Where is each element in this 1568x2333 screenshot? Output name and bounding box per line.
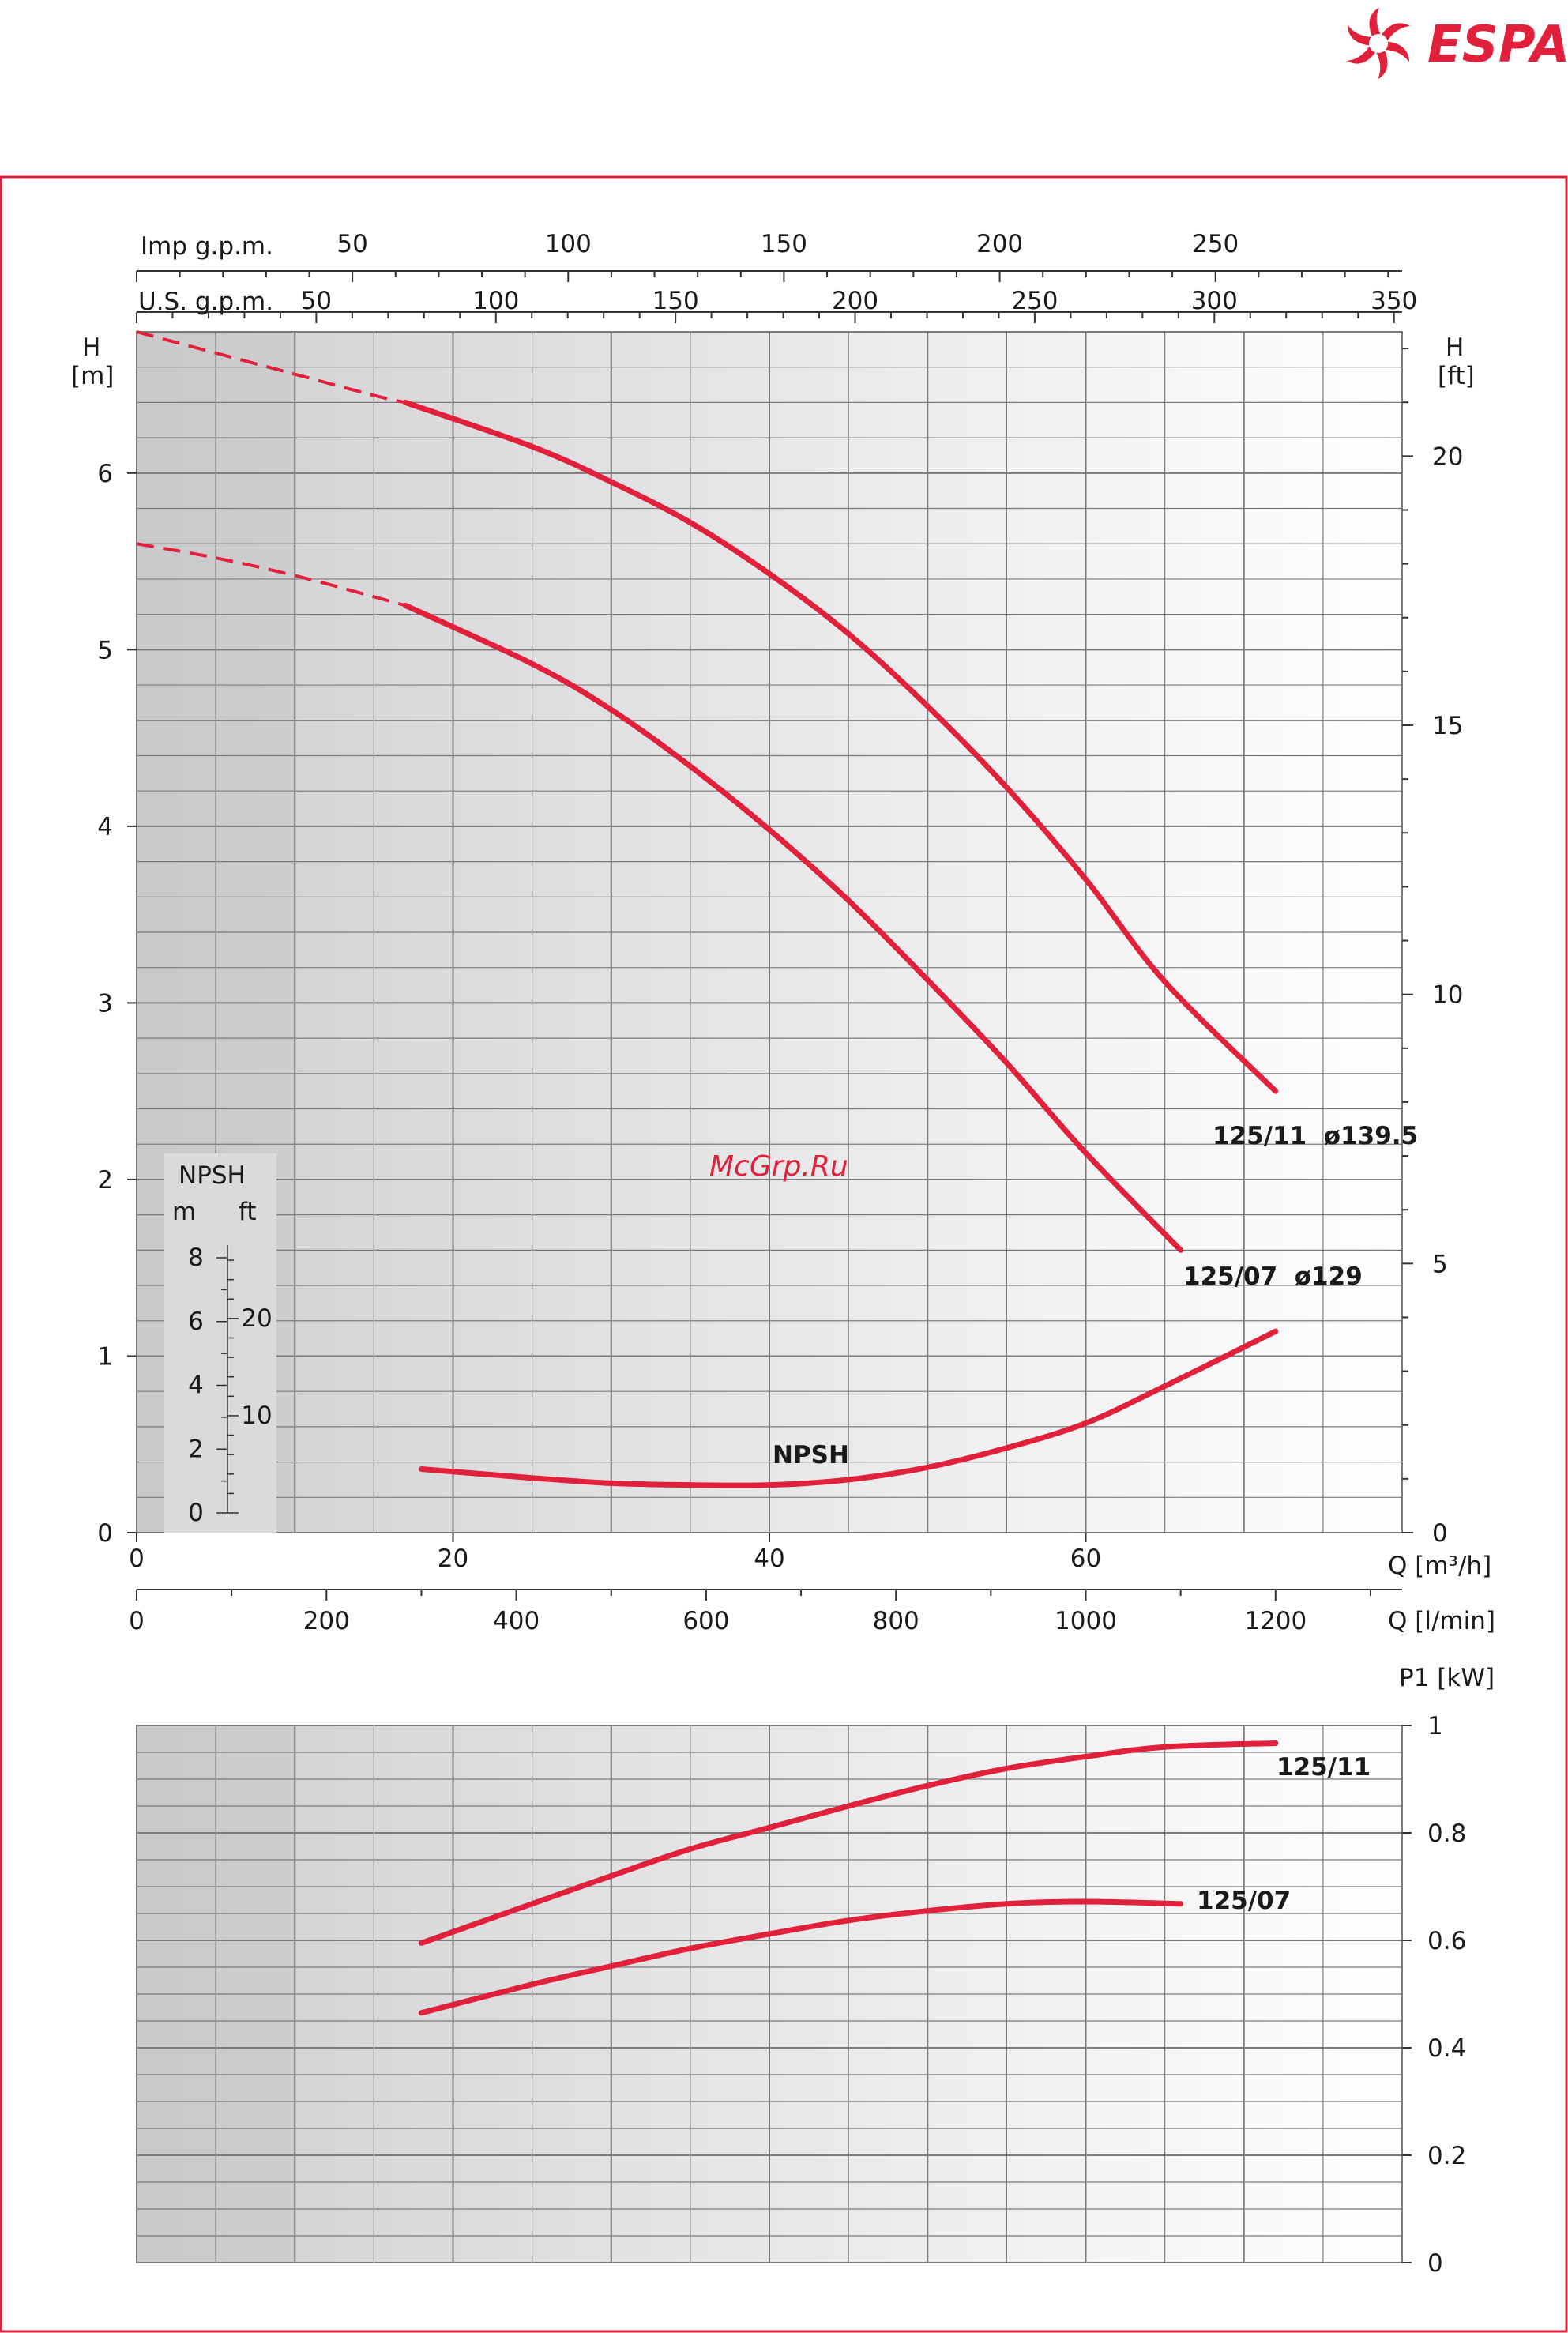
npsh-m-tick-label: 8 xyxy=(188,1244,204,1272)
power-curve-0 xyxy=(418,1740,1279,1946)
y-tick-label: 6 xyxy=(97,460,113,488)
npsh-unit-ft: ft xyxy=(239,1198,257,1226)
npsh-ft-tick-label: 20 xyxy=(241,1304,272,1333)
us-gpm-tick-label: 100 xyxy=(472,287,519,315)
y-right-tick-label: 5 xyxy=(1432,1250,1448,1278)
us-gpm-tick-label: 350 xyxy=(1371,287,1417,315)
us-gpm-tick-label: 200 xyxy=(832,287,878,315)
x-top-title-imp: Imp g.p.m. xyxy=(141,232,273,261)
y-right-tick-label: 15 xyxy=(1432,712,1463,740)
npsh-unit-m: m xyxy=(172,1198,196,1226)
swirl-blade xyxy=(1380,41,1410,62)
p-tick-label: 0.6 xyxy=(1427,1927,1466,1955)
l-min-tick-label: 1200 xyxy=(1244,1607,1307,1635)
imp-gpm-tick-label: 200 xyxy=(976,230,1023,258)
us-gpm-tick-label: 50 xyxy=(301,287,332,315)
power-plot-border xyxy=(136,1725,1403,2263)
label-125-07-head: 125/07 ø129 xyxy=(1183,1262,1363,1291)
head-curve-1-extrapolated xyxy=(136,542,406,608)
head-curve-0 xyxy=(402,399,1279,1094)
l-min-tick-label: 200 xyxy=(303,1607,350,1635)
p-tick-label: 0.2 xyxy=(1427,2142,1466,2170)
y-tick-label: 4 xyxy=(97,813,113,841)
y-tick-label: 2 xyxy=(97,1166,113,1195)
swirl-blade xyxy=(1369,7,1383,41)
l-min-tick-label: 400 xyxy=(493,1607,540,1635)
espa-logo: ESPA xyxy=(1347,7,1568,80)
imp-gpm-tick-label: 50 xyxy=(337,230,367,258)
l-min-tick-label: 0 xyxy=(129,1607,145,1635)
npsh-m-tick-label: 4 xyxy=(188,1372,204,1400)
head-curve-1 xyxy=(402,602,1184,1253)
watermark: McGrp.Ru xyxy=(709,1150,848,1183)
l-min-tick-label: 1000 xyxy=(1055,1607,1117,1635)
npsh-m-tick-label: 0 xyxy=(188,1499,204,1527)
npsh-scale-title: NPSH xyxy=(179,1161,246,1190)
x-axis-title-m3h: Q [m³/h] xyxy=(1388,1552,1491,1580)
y-right-title-ft: [ft] xyxy=(1438,362,1475,390)
power-grid xyxy=(137,1725,1402,2263)
power-plot xyxy=(136,1725,1403,2263)
y-tick-label: 1 xyxy=(97,1342,113,1371)
swirl-blade xyxy=(1347,24,1377,46)
espa-swirl-icon xyxy=(1347,7,1410,80)
npsh-scale-box xyxy=(164,1153,276,1533)
p-tick-label: 0.8 xyxy=(1427,1819,1466,1848)
y-right-tick-label: 10 xyxy=(1432,981,1463,1010)
brand-name: ESPA xyxy=(1427,16,1568,74)
p-tick-label: 0.4 xyxy=(1427,2034,1466,2063)
x-tick-label: 0 xyxy=(129,1545,145,1573)
x-tick-label: 20 xyxy=(438,1545,468,1573)
y-right-tick-label: 20 xyxy=(1432,442,1463,471)
y-tick-label: 0 xyxy=(97,1519,113,1548)
imp-gpm-tick-label: 150 xyxy=(761,230,807,258)
y-tick-label: 5 xyxy=(97,636,113,664)
y-tick-label: 3 xyxy=(97,989,113,1018)
page-frame xyxy=(0,175,1568,2333)
head-grid xyxy=(137,332,1402,1533)
power-curve-1 xyxy=(418,1898,1184,2016)
label-npsh: NPSH xyxy=(773,1441,849,1469)
l-min-tick-label: 800 xyxy=(873,1607,919,1635)
us-gpm-tick-label: 250 xyxy=(1011,287,1058,315)
p-tick-label: 0 xyxy=(1427,2249,1443,2278)
x-tick-label: 60 xyxy=(1070,1545,1101,1573)
x-tick-label: 40 xyxy=(754,1545,784,1573)
swirl-blade xyxy=(1374,46,1388,80)
head-curve-0-extrapolated xyxy=(136,330,406,405)
label-125-07-power: 125/07 xyxy=(1197,1887,1291,1915)
npsh-m-tick-label: 6 xyxy=(188,1308,204,1336)
y-right-tick-label: 0 xyxy=(1432,1519,1448,1548)
y-axis-title-h: H xyxy=(82,333,100,362)
imp-gpm-tick-label: 250 xyxy=(1192,230,1239,258)
npsh-scale: NPSH m ft 0 2 4 6 8 10 20 xyxy=(164,1153,276,1533)
x-axis-title-lmin: Q [l/min] xyxy=(1388,1607,1495,1635)
label-125-11-power: 125/11 xyxy=(1277,1753,1371,1782)
power-axis-title: P1 [kW] xyxy=(1399,1664,1495,1692)
p-tick-label: 1 xyxy=(1427,1712,1443,1740)
npsh-ticks: 0 2 4 6 8 10 20 xyxy=(188,1244,273,1527)
us-gpm-tick-label: 150 xyxy=(652,287,699,315)
x-top-title-us: U.S. g.p.m. xyxy=(138,288,273,316)
npsh-ft-tick-label: 10 xyxy=(241,1402,272,1430)
y-right-title-h: H xyxy=(1446,333,1464,362)
head-curve-2 xyxy=(418,1328,1279,1488)
head-plot xyxy=(136,331,1403,1533)
us-gpm-tick-label: 300 xyxy=(1191,287,1238,315)
imp-gpm-tick-label: 100 xyxy=(545,230,592,258)
y-axis-title-m: [m] xyxy=(71,362,114,390)
npsh-m-tick-label: 2 xyxy=(188,1435,204,1463)
swirl-hub xyxy=(1369,34,1388,53)
curves xyxy=(136,330,1279,2016)
l-min-tick-label: 600 xyxy=(682,1607,729,1635)
label-125-11-head: 125/11 ø139.5 xyxy=(1213,1122,1418,1150)
